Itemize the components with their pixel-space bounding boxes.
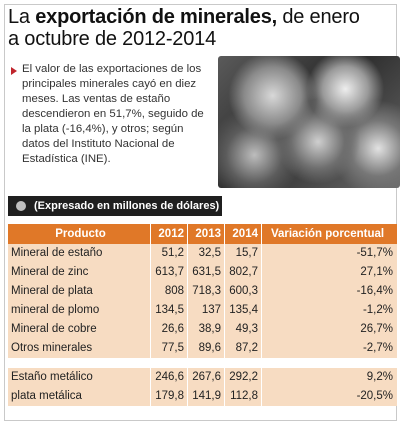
header-product: Producto — [55, 228, 106, 240]
table-row: Mineral de estaño 51,2 32,5 15,7 -51,7% — [8, 244, 397, 263]
cell-product: Mineral de cobre — [11, 323, 97, 335]
cell-2013: 267,6 — [187, 368, 224, 387]
circle-icon — [16, 201, 26, 211]
title-prefix: La — [8, 6, 30, 28]
header-2013: 2013 — [187, 224, 224, 244]
cell-product: Mineral de estaño — [11, 247, 103, 259]
cell-2013: 89,6 — [187, 339, 224, 358]
cell-variation: -16,4% — [261, 282, 397, 301]
bullet-triangle-icon — [11, 67, 17, 75]
units-label: (Expresado en millones de dólares) — [34, 200, 220, 212]
cell-product: Mineral de zinc — [11, 266, 89, 278]
cell-2013: 32,5 — [187, 244, 224, 263]
cell-2012: 179,8 — [150, 387, 187, 406]
cell-variation: -1,2% — [261, 301, 397, 320]
cell-variation: 9,2% — [261, 368, 397, 387]
cell-2012: 26,6 — [150, 320, 187, 339]
cell-2014: 802,7 — [224, 263, 261, 282]
description-text: El valor de las exportaciones de los pri… — [22, 63, 204, 165]
cell-2013: 631,5 — [187, 263, 224, 282]
table-row: Mineral de zinc 613,7 631,5 802,7 27,1% — [8, 263, 397, 282]
title-bold: exportación de minerales, — [35, 6, 277, 28]
cell-2012: 134,5 — [150, 301, 187, 320]
header-variation: Variación porcentual — [261, 224, 397, 244]
cell-2012: 613,7 — [150, 263, 187, 282]
cell-2014: 49,3 — [224, 320, 261, 339]
table-row: Otros minerales 77,5 89,6 87,2 -2,7% — [8, 339, 397, 358]
exports-table: Producto 2012 2013 2014 Variación porcen… — [8, 224, 397, 406]
table-row: plata metálica 179,8 141,9 112,8 -20,5% — [8, 387, 397, 406]
cell-variation: 26,7% — [261, 320, 397, 339]
title-line1-rest: de enero — [282, 6, 360, 28]
table-row: Estaño metálico 246,6 267,6 292,2 9,2% — [8, 368, 397, 387]
table-row: Mineral de plata 808 718,3 600,3 -16,4% — [8, 282, 397, 301]
cell-2012: 51,2 — [150, 244, 187, 263]
cell-product: mineral de plomo — [11, 304, 100, 316]
cell-variation: -20,5% — [261, 387, 397, 406]
cell-2014: 135,4 — [224, 301, 261, 320]
cell-2014: 15,7 — [224, 244, 261, 263]
table-gap — [8, 358, 397, 368]
cell-product: Otros minerales — [11, 342, 93, 354]
table-header: Producto 2012 2013 2014 Variación porcen… — [8, 224, 397, 244]
cell-2014: 600,3 — [224, 282, 261, 301]
cell-2012: 246,6 — [150, 368, 187, 387]
cell-2014: 87,2 — [224, 339, 261, 358]
cell-product: Estaño metálico — [11, 371, 93, 383]
cell-2013: 718,3 — [187, 282, 224, 301]
title-line2: a octubre de 2012-2014 — [8, 28, 216, 50]
page-title: La exportación de minerales, de enero a … — [8, 6, 398, 50]
cell-2013: 141,9 — [187, 387, 224, 406]
cell-2014: 112,8 — [224, 387, 261, 406]
header-2012: 2012 — [150, 224, 187, 244]
cell-product: Mineral de plata — [11, 285, 93, 297]
cell-2013: 38,9 — [187, 320, 224, 339]
cell-variation: 27,1% — [261, 263, 397, 282]
cell-2012: 77,5 — [150, 339, 187, 358]
table-row: Mineral de cobre 26,6 38,9 49,3 26,7% — [8, 320, 397, 339]
cell-2014: 292,2 — [224, 368, 261, 387]
table-row: mineral de plomo 134,5 137 135,4 -1,2% — [8, 301, 397, 320]
units-bar: (Expresado en millones de dólares) — [8, 196, 222, 216]
cell-2013: 137 — [187, 301, 224, 320]
minerals-photo — [218, 56, 400, 188]
header-2014: 2014 — [224, 224, 261, 244]
cell-variation: -2,7% — [261, 339, 397, 358]
cell-2012: 808 — [150, 282, 187, 301]
cell-product: plata metálica — [11, 390, 82, 402]
cell-variation: -51,7% — [261, 244, 397, 263]
